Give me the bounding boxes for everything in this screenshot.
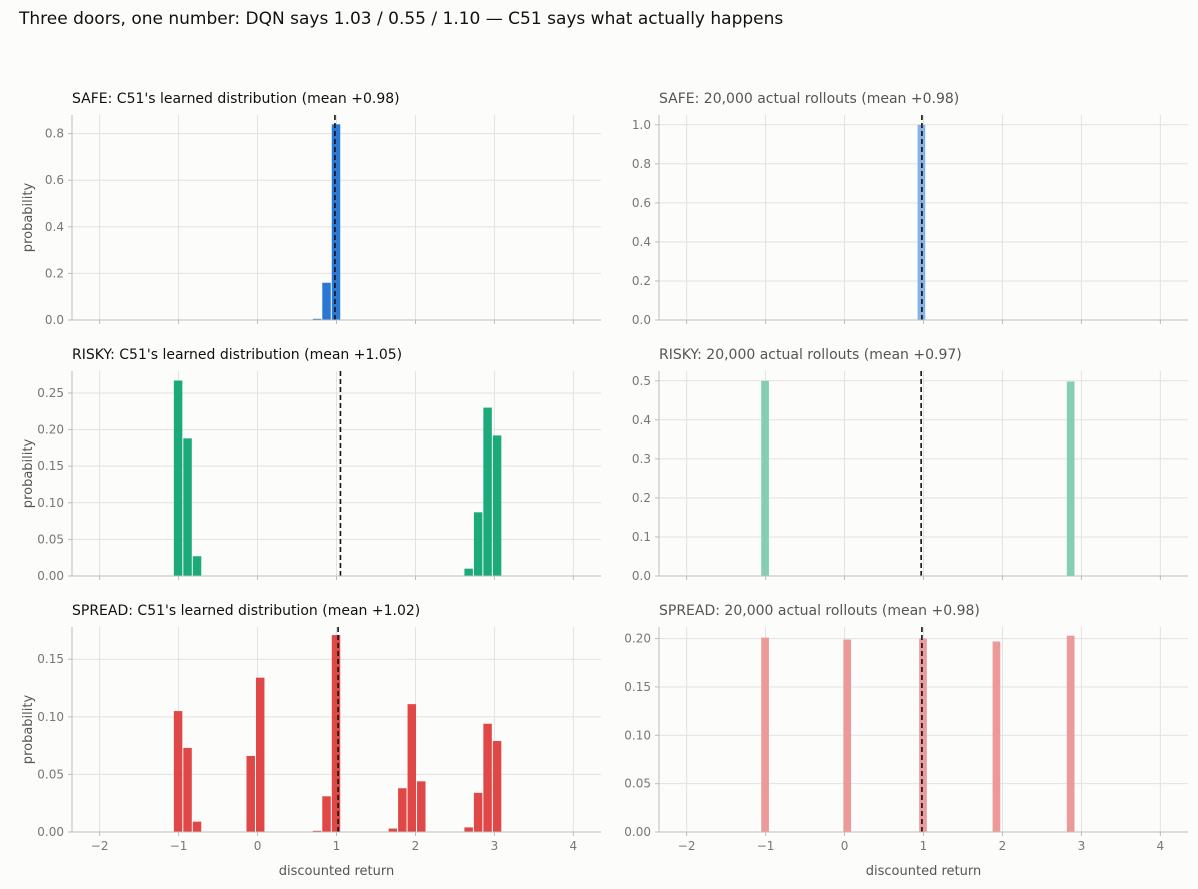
x-tick-label: 4 (1157, 839, 1165, 853)
x-tick-label: −2 (91, 839, 109, 853)
bar (331, 124, 341, 321)
bar (1066, 635, 1075, 832)
x-tick-label: −2 (678, 839, 696, 853)
y-tick-label: 0.0 (45, 313, 64, 327)
y-tick-label: 0.05 (624, 777, 651, 791)
bar (312, 830, 322, 832)
y-tick-label: 0.00 (624, 825, 651, 839)
y-tick-label: 0.6 (45, 173, 64, 187)
bar (192, 821, 202, 832)
y-tick-label: 0.8 (632, 157, 651, 171)
y-tick-label: 0.10 (37, 710, 64, 724)
y-tick-label: 0.4 (45, 220, 64, 234)
bar (417, 781, 426, 832)
bar (183, 438, 192, 576)
y-tick-label: 0.05 (37, 532, 64, 546)
y-tick-label: 0.25 (37, 386, 64, 400)
x-tick-label: 0 (254, 839, 262, 853)
bar (192, 556, 202, 576)
bar (322, 282, 331, 320)
y-tick-label: 0.0 (632, 569, 651, 583)
chart-panel-3: 0.00 0.05 0.10 0.15 0.20 0.25 RISKY: C51's lea… (21, 347, 601, 583)
y-tick-label: 0.3 (632, 452, 651, 466)
x-tick-label: 2 (412, 839, 420, 853)
y-tick-label: 0.15 (37, 652, 64, 666)
bar (492, 741, 502, 832)
bar (992, 641, 1001, 832)
bar (464, 827, 473, 832)
y-tick-label: 0.6 (632, 196, 651, 210)
bar (761, 637, 769, 832)
chart-panel-6: 0.00 0.05 0.10 0.15 0.20 −2 −1 0 1 2 3 4 SPREAD: 20,… (624, 603, 1188, 879)
bar (1066, 381, 1075, 576)
x-axis-label: discounted return (866, 864, 981, 879)
bar (388, 828, 398, 832)
x-tick-label: −1 (170, 839, 188, 853)
y-tick-label: 0.10 (624, 728, 651, 742)
panel-title: SPREAD: C51's learned distribution (mean… (72, 603, 420, 619)
bar (843, 639, 852, 832)
y-tick-label: 0.2 (45, 266, 64, 280)
y-tick-label: 0.00 (37, 569, 64, 583)
x-axis-label: discounted return (279, 864, 394, 879)
bar (473, 792, 483, 832)
chart-panel-2: 0.0 0.2 0.4 0.6 0.8 1.0 SAFE: 20,000 actual ro… (632, 91, 1188, 327)
y-tick-label: 0.15 (37, 459, 64, 473)
y-tick-label: 0.2 (632, 274, 651, 288)
x-tick-label: 1 (333, 839, 341, 853)
y-tick-label: 0.20 (37, 423, 64, 437)
x-tick-label: −1 (757, 839, 775, 853)
bar (473, 512, 483, 576)
bar (331, 635, 341, 832)
y-tick-label: 0.15 (624, 680, 651, 694)
y-axis-label: probability (21, 695, 36, 765)
panel-title: RISKY: C51's learned distribution (mean … (72, 347, 402, 363)
y-tick-label: 0.8 (45, 127, 64, 141)
bar (464, 568, 473, 576)
bar (255, 677, 265, 832)
x-tick-label: 2 (999, 839, 1007, 853)
bar (398, 788, 407, 832)
bar (312, 318, 322, 320)
bar (492, 435, 502, 576)
y-tick-label: 0.1 (632, 530, 651, 544)
panel-title: SAFE: 20,000 actual rollouts (mean +0.98… (659, 91, 959, 107)
x-tick-label: 4 (570, 839, 578, 853)
y-tick-label: 0.4 (632, 413, 651, 427)
chart-panel-4: 0.0 0.1 0.2 0.3 0.4 0.5 RISKY: 20,000 actual r… (632, 347, 1188, 583)
x-tick-label: 3 (1078, 839, 1086, 853)
panel-title: SPREAD: 20,000 actual rollouts (mean +0.… (659, 603, 980, 619)
bar (183, 747, 192, 832)
bar (919, 638, 927, 832)
chart-panel-5: 0.00 0.05 0.10 0.15 −2 −1 0 1 2 3 4 SPREAD: C51's l… (21, 603, 601, 879)
bar (483, 723, 492, 832)
panel-title: RISKY: 20,000 actual rollouts (mean +0.9… (659, 347, 962, 363)
bar (173, 711, 183, 832)
bar (173, 380, 183, 576)
y-tick-label: 0.10 (37, 496, 64, 510)
bar (761, 380, 769, 576)
y-tick-label: 0.20 (624, 632, 651, 646)
y-tick-label: 1.0 (632, 118, 651, 132)
figure-title: Three doors, one number: DQN says 1.03 /… (19, 9, 784, 29)
panel-title: SAFE: C51's learned distribution (mean +… (72, 91, 400, 107)
x-tick-label: 3 (491, 839, 499, 853)
y-axis-label: probability (21, 439, 36, 509)
y-tick-label: 0.05 (37, 767, 64, 781)
y-tick-label: 0.00 (37, 825, 64, 839)
y-tick-label: 0.0 (632, 313, 651, 327)
chart-panel-1: 0.0 0.2 0.4 0.6 0.8 SAFE: C51's learned distr… (21, 91, 601, 327)
x-tick-label: 0 (841, 839, 849, 853)
y-axis-label: probability (21, 183, 36, 253)
bar (483, 407, 492, 576)
x-tick-label: 1 (920, 839, 928, 853)
bar (407, 704, 417, 832)
y-tick-label: 0.2 (632, 491, 651, 505)
bar (322, 796, 331, 832)
y-tick-label: 0.4 (632, 235, 651, 249)
y-tick-label: 0.5 (632, 374, 651, 388)
bar (246, 755, 255, 832)
